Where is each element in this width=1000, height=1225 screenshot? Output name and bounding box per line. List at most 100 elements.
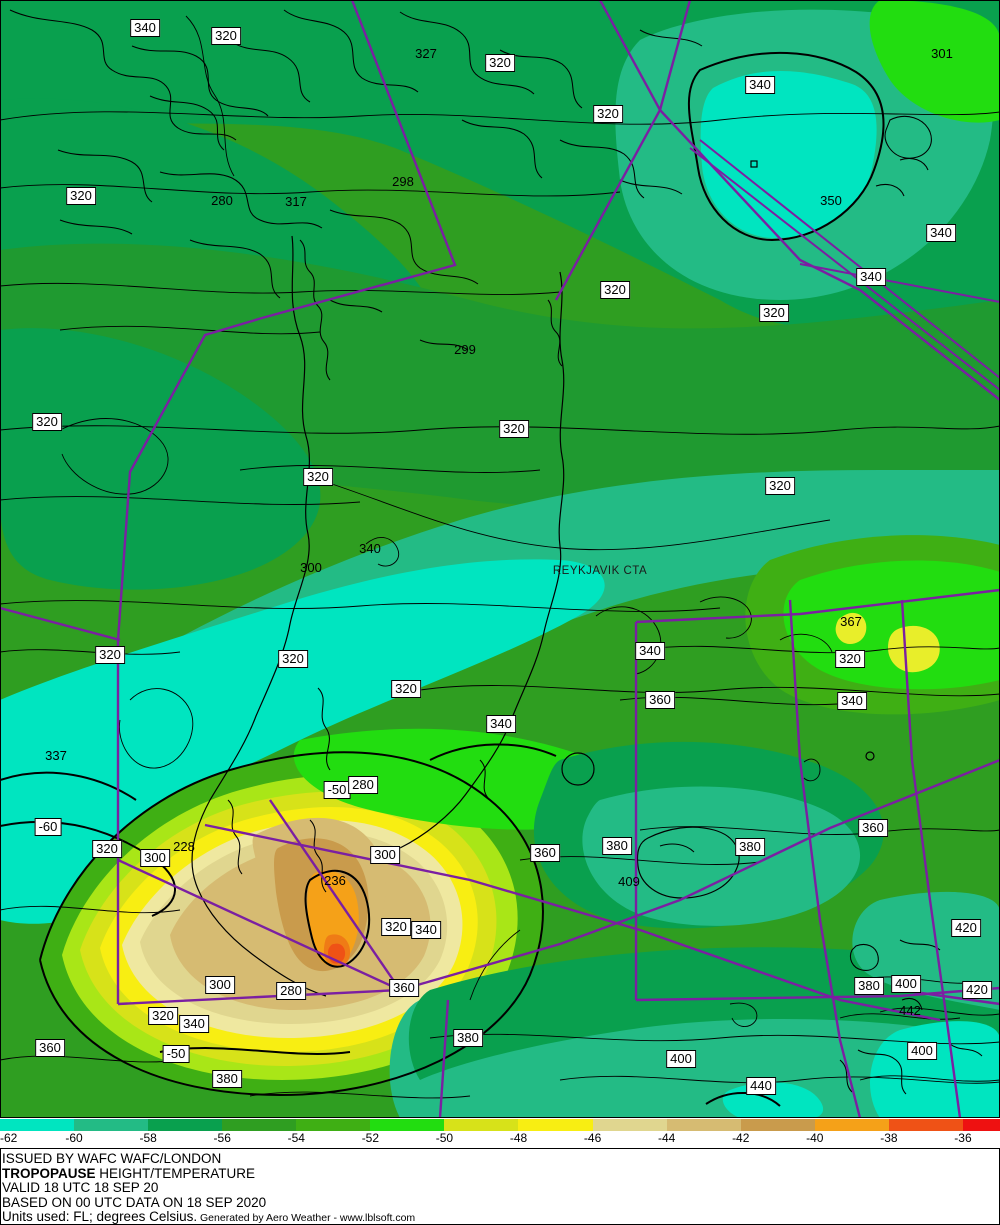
contour-label: 420 bbox=[951, 919, 981, 937]
contour-label: 360 bbox=[530, 844, 560, 862]
contour-label: 337 bbox=[45, 748, 67, 763]
contour-label: 299 bbox=[454, 342, 476, 357]
footer-product-title: TROPOPAUSE HEIGHT/TEMPERATURE bbox=[2, 1165, 1000, 1182]
contour-label: 320 bbox=[95, 646, 125, 664]
contour-label: 340 bbox=[837, 692, 867, 710]
contour-label: -50 bbox=[323, 781, 351, 799]
contour-label: -50 bbox=[162, 1045, 190, 1063]
colorbar-tick-label: -40 bbox=[806, 1131, 824, 1145]
footer-issued-by: ISSUED BY WAFC WAFC/LONDON bbox=[2, 1151, 222, 1166]
contour-label: 320 bbox=[92, 840, 122, 858]
colorbar-swatch bbox=[296, 1119, 371, 1131]
contour-label: 400 bbox=[907, 1042, 937, 1060]
colorbar-tick-label: -38 bbox=[880, 1131, 898, 1145]
contour-label: 340 bbox=[926, 224, 956, 242]
colorbar-swatch bbox=[962, 1119, 1000, 1131]
contour-label: 320 bbox=[759, 304, 789, 322]
colorbar-tick-label: -56 bbox=[213, 1131, 231, 1145]
contour-label: 360 bbox=[858, 819, 888, 837]
colorbar-swatch bbox=[0, 1119, 75, 1131]
contour-label: 280 bbox=[348, 776, 378, 794]
colorbar-tick-label: -36 bbox=[954, 1131, 972, 1145]
colorbar-swatches bbox=[0, 1119, 1000, 1131]
colorbar-axis: -62 -60 -58 -56 -54 -52 -50 -48 -46 -44 -42 -40 -38 -… bbox=[0, 1131, 1000, 1149]
contour-label: 380 bbox=[453, 1029, 483, 1047]
colorbar-tick-label: -52 bbox=[361, 1131, 380, 1145]
colorbar-tick-label: -50 bbox=[435, 1131, 454, 1145]
contour-label: 340 bbox=[486, 715, 516, 733]
contour-label: 320 bbox=[499, 420, 529, 438]
footer-units-main: Units used: FL; degrees Celsius. bbox=[2, 1209, 198, 1225]
contour-label: 380 bbox=[735, 838, 765, 856]
colorbar-tick-label: -62 bbox=[0, 1131, 18, 1145]
colorbar-swatch bbox=[148, 1119, 223, 1131]
footer-valid-time: VALID 18 UTC 18 SEP 20 bbox=[2, 1180, 159, 1196]
colorbar-tick-label: -42 bbox=[732, 1131, 750, 1145]
contour-label: 298 bbox=[392, 174, 414, 189]
contour-label: 340 bbox=[635, 642, 665, 660]
shade-blob-yellow-2 bbox=[835, 612, 867, 644]
contour-label: 317 bbox=[285, 194, 307, 209]
contour-label: 367 bbox=[840, 614, 862, 629]
contour-label: 320 bbox=[278, 650, 308, 668]
colorbar-swatch bbox=[814, 1119, 889, 1131]
contour-label: 400 bbox=[666, 1050, 696, 1068]
shade-left-wedge bbox=[0, 328, 321, 590]
contour-label: 380 bbox=[602, 837, 632, 855]
colorbar-rule bbox=[0, 1148, 1000, 1149]
footer-units: Units used: FL; degrees Celsius. Generat… bbox=[2, 1210, 1000, 1225]
contour-label: 320 bbox=[765, 477, 795, 495]
contour-label: 320 bbox=[485, 54, 515, 72]
contour-label: 340 bbox=[411, 921, 441, 939]
contour-label: 320 bbox=[381, 918, 411, 936]
colorbar-swatch bbox=[592, 1119, 667, 1131]
colorbar-tick-label: -44 bbox=[657, 1131, 676, 1145]
shade-band-62-ne2 bbox=[700, 70, 877, 239]
colorbar-tick-label: -48 bbox=[509, 1131, 528, 1145]
colorbar-swatch bbox=[518, 1119, 593, 1131]
contour-label: 280 bbox=[276, 982, 306, 1000]
colorbar-tick-label: -54 bbox=[287, 1131, 305, 1145]
colorbar-swatch bbox=[222, 1119, 297, 1131]
colorbar-swatch bbox=[74, 1119, 149, 1131]
contour-label: 320 bbox=[835, 650, 865, 668]
footer-based-on: BASED ON 00 UTC DATA ON 18 SEP 2020 bbox=[2, 1194, 267, 1210]
contour-label: 420 bbox=[962, 981, 992, 999]
contour-label: 340 bbox=[359, 541, 381, 556]
contour-label: 320 bbox=[148, 1007, 178, 1025]
contour-label: 360 bbox=[389, 979, 419, 997]
colorbar-tick-label: -60 bbox=[65, 1131, 83, 1145]
contour-label: 360 bbox=[35, 1039, 65, 1057]
fir-name-label: REYKJAVIK CTA bbox=[552, 565, 648, 577]
height-contours-thin bbox=[0, 15, 1000, 1099]
map-canvas[interactable]: 340 320 327 320 320 340 301 350 320 280 317 298 340 3… bbox=[0, 0, 1000, 1118]
contour-label: 320 bbox=[66, 187, 96, 205]
contour-label: 300 bbox=[300, 560, 322, 575]
contour-label: 409 bbox=[618, 874, 640, 889]
contour-label: 301 bbox=[931, 46, 953, 61]
contour-label: 340 bbox=[745, 76, 775, 94]
weather-map-svg bbox=[0, 0, 1000, 1117]
colorbar-swatch bbox=[370, 1119, 445, 1131]
contour-label: 320 bbox=[32, 413, 62, 431]
contour-label: 300 bbox=[370, 846, 400, 864]
colorbar-swatch bbox=[444, 1119, 519, 1131]
colorbar-swatch bbox=[888, 1119, 963, 1131]
colorbar-swatch bbox=[666, 1119, 741, 1131]
contour-label: 320 bbox=[211, 27, 241, 45]
shade-band-52-ne bbox=[869, 0, 1000, 123]
footer-product-bold: TROPOPAUSE bbox=[2, 1165, 96, 1181]
contour-label: 340 bbox=[179, 1015, 209, 1033]
footer-generated-by: Generated by Aero Weather - www.lblsoft.… bbox=[197, 1212, 416, 1225]
shade-blob-yellow-1 bbox=[888, 625, 940, 673]
footer-border-left bbox=[0, 1149, 1, 1225]
contour-label: 300 bbox=[205, 976, 235, 994]
contour-label: 380 bbox=[212, 1070, 242, 1088]
chart-footer: ISSUED BY WAFC WAFC/LONDON TROPOPAUSE HE… bbox=[0, 1149, 1000, 1225]
colorbar-legend: -62 -60 -58 -56 -54 -52 -50 -48 -46 -44 -42 -40 -38 -… bbox=[0, 1118, 1000, 1149]
colorbar-tick-label: -58 bbox=[139, 1131, 157, 1145]
contour-label: 340 bbox=[130, 19, 160, 37]
footer-product-rest: HEIGHT/TEMPERATURE bbox=[95, 1165, 256, 1181]
contour-label: 320 bbox=[600, 281, 630, 299]
